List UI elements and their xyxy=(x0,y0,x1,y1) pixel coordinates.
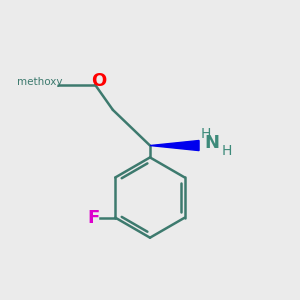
Text: F: F xyxy=(88,208,100,226)
Polygon shape xyxy=(150,140,199,151)
Text: H: H xyxy=(221,144,232,158)
Text: methoxy: methoxy xyxy=(17,76,63,87)
Text: N: N xyxy=(204,134,219,152)
Text: H: H xyxy=(200,127,211,141)
Text: O: O xyxy=(91,72,106,90)
